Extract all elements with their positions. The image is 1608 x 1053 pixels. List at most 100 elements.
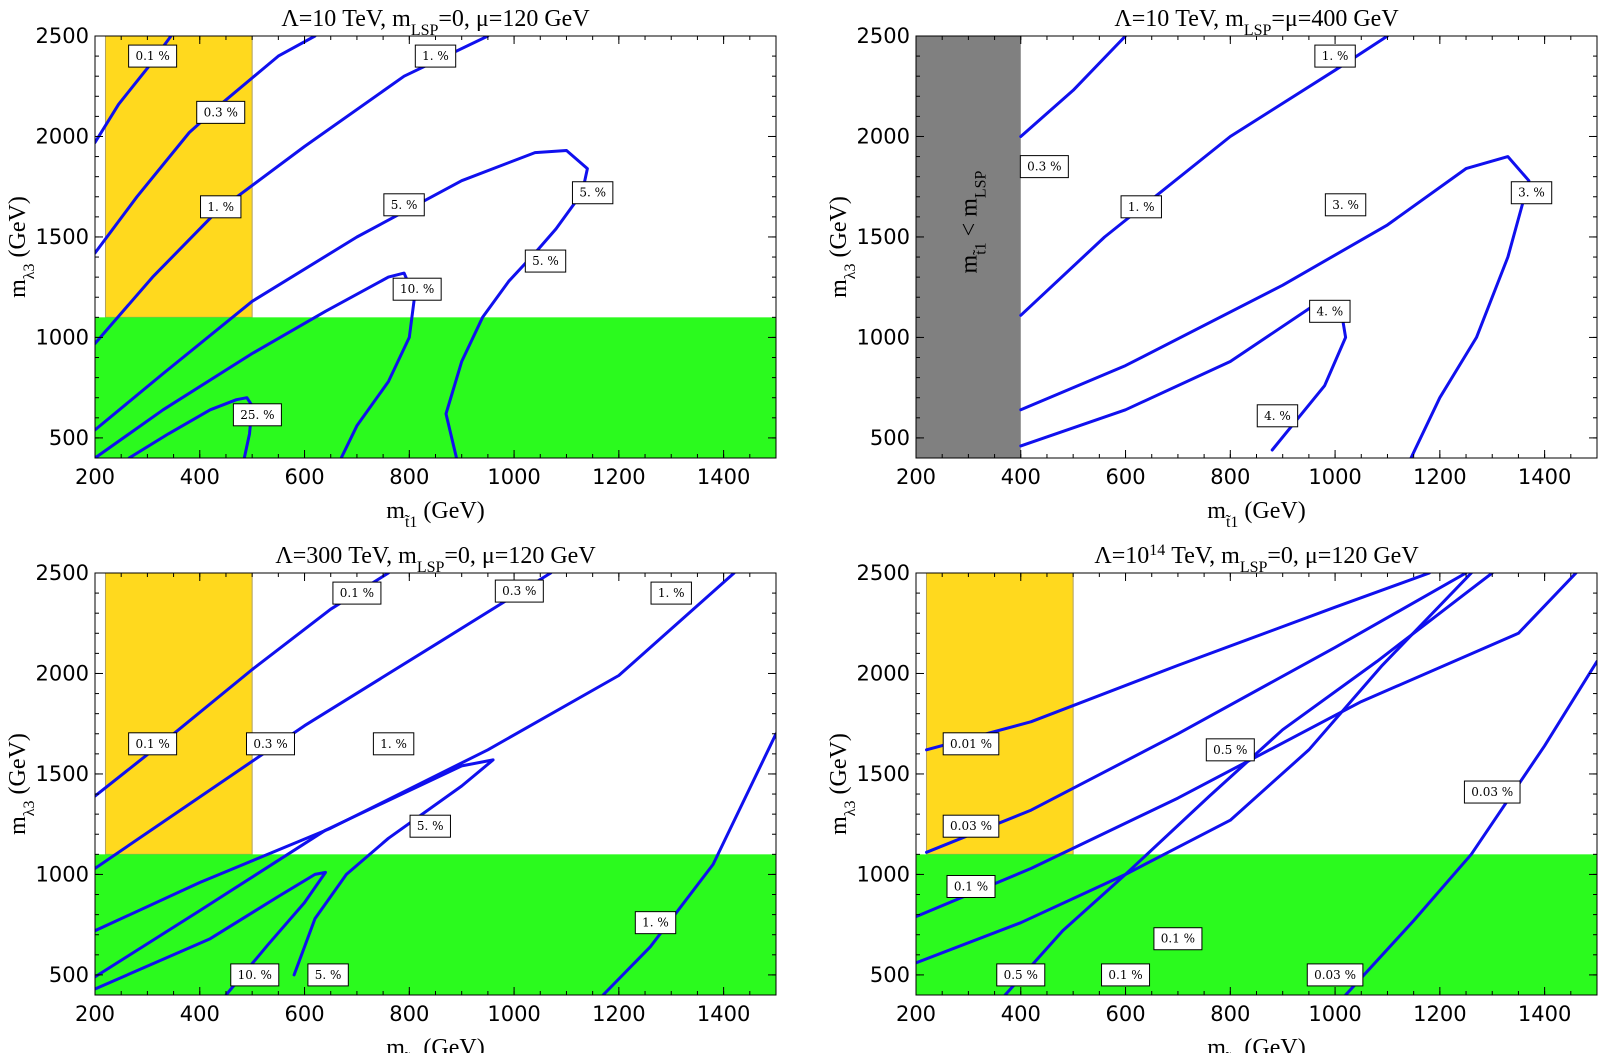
contour-label: 0.03 %	[942, 814, 1000, 838]
contour-label-text: 10. %	[400, 282, 434, 296]
x-tick-label: 800	[389, 1002, 429, 1026]
x-tick-label: 800	[1210, 465, 1250, 489]
y-tick-label: 500	[49, 426, 89, 450]
contour-label-box	[196, 100, 246, 124]
x-tick-label: 1200	[1413, 465, 1466, 489]
contour-label-box	[996, 963, 1046, 987]
contour-line	[916, 573, 1578, 919]
y-tick-label: 1500	[36, 762, 89, 786]
panel-2: mt̃1 < mLSP 200 400 600 800 1000 1200 1400 500 10…	[826, 6, 1598, 531]
chart-title: Λ=10 TeV, mLSP=0, μ=120 GeV	[281, 6, 590, 39]
x-tick-label: 200	[896, 1002, 936, 1026]
x-tick-label: 1200	[592, 1002, 645, 1026]
contour-label-box	[230, 963, 280, 987]
contour-label-box	[1510, 181, 1553, 205]
contour-label: 25. %	[232, 403, 282, 427]
contour-label-text: 0.5 %	[1213, 743, 1247, 757]
x-tick-label: 400	[1001, 1002, 1041, 1026]
contour-line	[1003, 573, 1494, 995]
y-tick-label: 2000	[36, 661, 89, 685]
contour-label: 0.3 %	[245, 732, 295, 756]
contour-label-text: 5. %	[315, 968, 342, 982]
y-tick-label: 2500	[36, 561, 89, 585]
chart-title: Λ=10 TeV, mLSP=μ=400 GeV	[1114, 6, 1399, 39]
contour-line	[916, 573, 1473, 965]
contour-label-text: 0.1 %	[954, 879, 988, 893]
x-tick-label: 200	[75, 1002, 115, 1026]
x-tick-label: 600	[1105, 1002, 1145, 1026]
contour-label-box	[245, 732, 295, 756]
contour-label-text: 0.1 %	[135, 737, 169, 751]
gray-region	[916, 36, 1021, 458]
contour-label-text: 5. %	[579, 186, 606, 200]
contour-label-box	[1306, 963, 1364, 987]
contour-label: 4. %	[1256, 404, 1299, 428]
contour-label: 5. %	[307, 963, 349, 987]
contour-label: 10. %	[392, 277, 442, 301]
contour-label: 0.1 %	[332, 581, 382, 605]
contour-label-text: 3. %	[1518, 186, 1545, 200]
plot-area	[95, 36, 776, 458]
y-tick-label: 1500	[857, 225, 910, 249]
contour-line	[127, 396, 254, 458]
contour-label: 0.1 %	[128, 44, 178, 68]
contour-line	[95, 36, 490, 345]
y-tick-label: 2500	[857, 24, 910, 48]
x-axis-label: mt̃1 (GeV)	[1207, 498, 1305, 531]
y-tick-label: 1500	[857, 762, 910, 786]
contour-label: 4. %	[1309, 299, 1351, 323]
contour-line	[95, 870, 327, 995]
contour-label-box	[1324, 193, 1367, 217]
contour-line	[95, 573, 553, 870]
contour-label: 1. %	[650, 581, 692, 605]
y-tick-label: 2000	[857, 661, 910, 685]
contour-label-text: 0.1 %	[1108, 968, 1142, 982]
x-tick-label: 1000	[487, 1002, 540, 1026]
contour-label: 0.3 %	[494, 579, 544, 603]
contour-label-box	[232, 403, 282, 427]
contour-label-text: 0.03 %	[1314, 968, 1356, 982]
contour-label-box	[1314, 44, 1356, 68]
contour-label-box	[332, 581, 382, 605]
contour-label-text: 0.1 %	[1161, 932, 1195, 946]
contour-label-box	[1463, 780, 1521, 804]
x-axis-label: mt̃1 (GeV)	[1207, 1035, 1305, 1053]
x-tick-label: 1200	[1413, 1002, 1466, 1026]
contour-label-box	[383, 193, 425, 217]
contour-label-box	[1101, 963, 1151, 987]
contour-label: 1. %	[1314, 44, 1356, 68]
y-axis-label: mλ3 (GeV)	[5, 733, 38, 835]
contour-label: 0.5 %	[996, 963, 1046, 987]
x-tick-label: 600	[284, 1002, 324, 1026]
contour-label-box	[1205, 738, 1255, 762]
contour-label-box	[1120, 195, 1162, 219]
green-region	[95, 317, 776, 458]
x-tick-label: 1200	[592, 465, 645, 489]
y-tick-label: 500	[49, 963, 89, 987]
contour-label-box	[200, 195, 242, 219]
region-label: mt̃1 < mLSP	[956, 170, 989, 273]
contour-label-box	[571, 181, 614, 205]
panel-3: 200 400 600 800 1000 1200 1400 500 1000 1500 2000 2…	[5, 543, 777, 1053]
yellow-region	[104, 36, 253, 318]
plot-area	[95, 573, 776, 995]
x-tick-label: 1400	[697, 1002, 750, 1026]
contour-label-text: 5. %	[532, 254, 559, 268]
y-tick-label: 500	[870, 963, 910, 987]
contour-label-box	[128, 732, 178, 756]
contour-label: 0.1 %	[946, 874, 996, 898]
contour-label-text: 10. %	[238, 968, 272, 982]
contour-label-text: 1. %	[1322, 49, 1349, 63]
contour-label: 0.1 %	[1153, 927, 1203, 951]
contour-label: 10. %	[230, 963, 280, 987]
y-tick-label: 2000	[857, 124, 910, 148]
contour-line	[1344, 659, 1597, 995]
contour-label-box	[942, 732, 1000, 756]
contour-label-box	[414, 44, 457, 68]
contour-label: 1. %	[372, 732, 415, 756]
contour-line	[925, 573, 1431, 752]
contour-label-box	[1019, 155, 1069, 179]
y-tick-label: 500	[870, 426, 910, 450]
x-tick-label: 800	[389, 465, 429, 489]
contour-label: 5. %	[383, 193, 425, 217]
